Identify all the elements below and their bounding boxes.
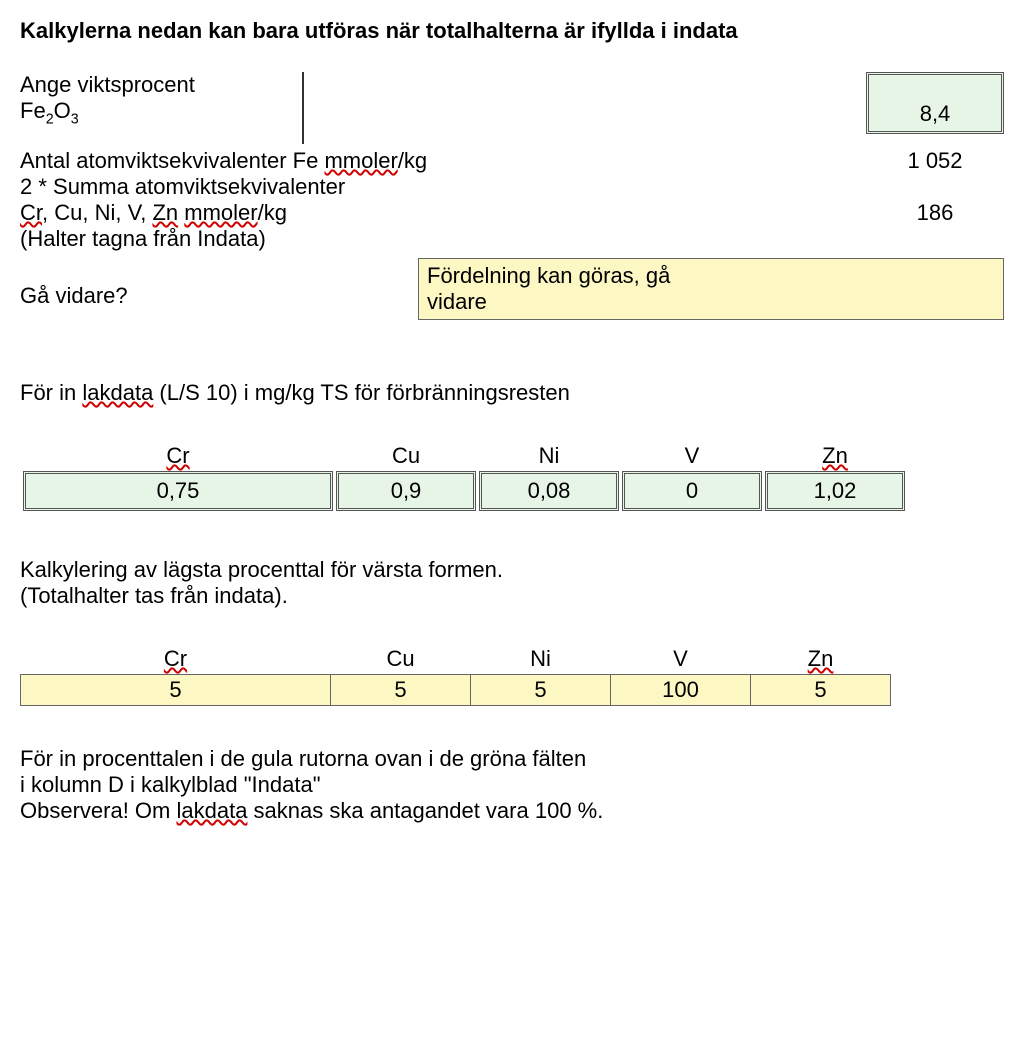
footer-line2: i kolumn D i kalkylblad "Indata" xyxy=(20,772,1004,798)
calc-header-zn: Zn xyxy=(751,645,891,675)
label-halter-note: (Halter tagna från Indata) xyxy=(20,226,1004,252)
section-calc: Kalkylering av lägsta procenttal för vär… xyxy=(20,557,1004,706)
section-lakdata: För in lakdata (L/S 10) i mg/kg TS för f… xyxy=(20,380,1004,511)
label-sum-equiv: 2 * Summa atomviktsekvivalenter xyxy=(20,174,1004,200)
footer-line1: För in procenttalen i de gula rutorna ov… xyxy=(20,746,1004,772)
lakdata-intro: För in lakdata (L/S 10) i mg/kg TS för f… xyxy=(20,380,1004,406)
vertical-rule xyxy=(302,72,304,144)
fe2o3-input[interactable]: 8,4 xyxy=(866,72,1004,134)
calc-value-zn: 5 xyxy=(751,675,891,706)
page-heading: Kalkylerna nedan kan bara utföras när to… xyxy=(20,18,1004,44)
lak-header-cu: Cu xyxy=(336,442,476,471)
lak-input-cr[interactable]: 0,75 xyxy=(23,471,333,511)
calc-header-cu: Cu xyxy=(331,645,471,675)
label-metals-equiv: Cr, Cu, Ni, V, Zn mmoler/kg xyxy=(20,200,866,226)
lak-header-ni: Ni xyxy=(479,442,619,471)
lak-header-cr: Cr xyxy=(23,442,333,471)
calc-header-v: V xyxy=(611,645,751,675)
calc-value-cu: 5 xyxy=(331,675,471,706)
lak-input-zn[interactable]: 1,02 xyxy=(765,471,905,511)
calc-header-cr: Cr xyxy=(21,645,331,675)
calc-intro2: (Totalhalter tas från indata). xyxy=(20,583,1004,609)
lak-header-v: V xyxy=(622,442,762,471)
label-fe-equiv: Antal atomviktsekvivalenter Fe mmoler/kg xyxy=(20,148,866,174)
footer-line3: Observera! Om lakdata saknas ska antagan… xyxy=(20,798,1004,824)
label-proceed: Gå vidare? xyxy=(20,269,418,309)
calc-value-cr: 5 xyxy=(21,675,331,706)
value-fe-equiv: 1 052 xyxy=(866,148,1004,174)
calc-table: Cr Cu Ni V Zn 5 5 5 100 5 xyxy=(20,645,891,706)
label-viktsprocent: Ange viktsprocent xyxy=(20,72,302,98)
proceed-message: Fördelning kan göras, gå vidare xyxy=(418,258,1004,320)
footer-text: För in procenttalen i de gula rutorna ov… xyxy=(20,746,1004,824)
label-fe2o3: Fe2O3 xyxy=(20,98,302,127)
lak-input-cu[interactable]: 0,9 xyxy=(336,471,476,511)
lak-header-zn: Zn xyxy=(765,442,905,471)
calc-header-ni: Ni xyxy=(471,645,611,675)
calc-intro1: Kalkylering av lägsta procenttal för vär… xyxy=(20,557,1004,583)
lak-input-v[interactable]: 0 xyxy=(622,471,762,511)
lak-input-ni[interactable]: 0,08 xyxy=(479,471,619,511)
section-fe2o3: Ange viktsprocent Fe2O3 8,4 Antal atomvi… xyxy=(20,72,1004,320)
value-metals-equiv: 186 xyxy=(866,200,1004,226)
calc-value-v: 100 xyxy=(611,675,751,706)
lakdata-table: Cr Cu Ni V Zn 0,75 0,9 0,08 0 1,02 xyxy=(20,442,908,511)
calc-value-ni: 5 xyxy=(471,675,611,706)
fe2o3-value: 8,4 xyxy=(920,101,951,127)
